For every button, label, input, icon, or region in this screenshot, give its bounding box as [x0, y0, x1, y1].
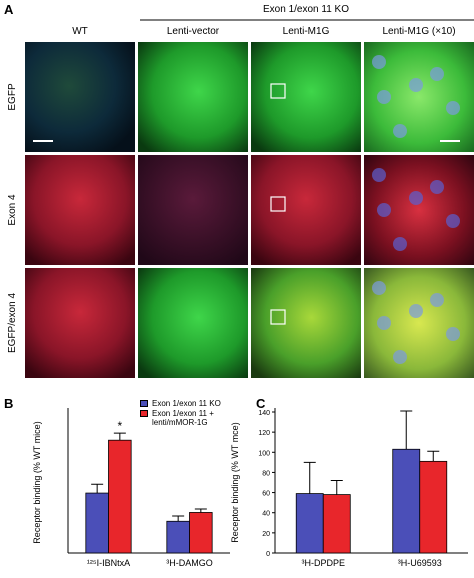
- legend-entry: Exon 1/exon 11 KO: [140, 399, 244, 408]
- annotation: *: [118, 419, 123, 433]
- x-tick-label: ³H-U69593: [398, 558, 442, 568]
- micrograph: [138, 42, 248, 152]
- legend-text: Exon 1/exon 11 KO: [152, 399, 221, 408]
- legend-swatch: [140, 400, 148, 407]
- micrograph: [138, 268, 248, 378]
- cell: [393, 237, 407, 251]
- x-tick-label: ¹²⁵I-IBNtxA: [87, 558, 130, 568]
- y-tick-label: 140: [258, 410, 270, 417]
- cell: [372, 168, 386, 182]
- zoom-box: [270, 309, 286, 325]
- cell: [372, 281, 386, 295]
- cell: [446, 101, 460, 115]
- cell: [430, 67, 444, 81]
- cell: [409, 78, 423, 92]
- column-label: WT: [72, 26, 88, 37]
- y-tick-label: 60: [262, 491, 270, 498]
- cell: [377, 203, 391, 217]
- micrograph: [25, 155, 135, 265]
- cell: [393, 124, 407, 138]
- bar: [392, 448, 421, 554]
- error-bar: [113, 432, 126, 441]
- legend: Exon 1/exon 11 KO Exon 1/exon 11 + lenti/…: [140, 399, 244, 428]
- error-bar: [400, 410, 413, 450]
- bar: [295, 493, 324, 554]
- y-tick-label: 80: [262, 470, 270, 477]
- y-axis-label: Receptor binding (% WT mice): [32, 421, 42, 543]
- panel-label: C: [256, 396, 266, 411]
- micrograph: [25, 268, 135, 378]
- group-header: Exon 1/exon 11 KO: [263, 4, 349, 15]
- y-axis-label: Receptor binding (% WT mce): [230, 422, 240, 542]
- panel-label: A: [4, 2, 14, 17]
- cell: [409, 191, 423, 205]
- cell: [377, 90, 391, 104]
- micrograph: [251, 155, 361, 265]
- bar: [108, 439, 132, 554]
- row-label: EGFP: [7, 83, 18, 111]
- column-label: Lenti-M1G (×10): [382, 26, 455, 37]
- bar: [419, 460, 448, 554]
- column-label: Lenti-M1G: [283, 26, 330, 37]
- cell: [372, 55, 386, 69]
- legend-entry: Exon 1/exon 11 + lenti/mMOR-1G: [140, 409, 244, 427]
- y-tick-label: 20: [262, 531, 270, 538]
- row-label: Exon 4: [7, 194, 18, 226]
- y-tick-label: 0: [266, 551, 270, 558]
- cell: [446, 214, 460, 228]
- error-bar: [330, 479, 343, 495]
- x-tick-label: ³H-DAMGO: [166, 558, 213, 568]
- error-bar: [91, 483, 104, 494]
- cell: [377, 316, 391, 330]
- micrograph: [251, 42, 361, 152]
- error-bar: [194, 508, 207, 513]
- panel-label: B: [4, 396, 13, 411]
- legend-text: Exon 1/exon 11 + lenti/mMOR-1G: [152, 409, 214, 427]
- x-tick-label: ³H-DPDPE: [301, 558, 345, 568]
- cell: [430, 180, 444, 194]
- y-tick-label: 120: [258, 430, 270, 437]
- cell: [446, 327, 460, 341]
- zoom-box: [270, 83, 286, 99]
- legend-swatch: [140, 410, 148, 417]
- error-bar: [172, 515, 185, 522]
- micrograph: [138, 155, 248, 265]
- y-tick-label: 40: [262, 511, 270, 518]
- y-tick-label: 100: [258, 450, 270, 457]
- column-label: Lenti-vector: [167, 26, 220, 37]
- cell: [409, 304, 423, 318]
- bar: [189, 512, 213, 554]
- zoom-box: [270, 196, 286, 212]
- bar: [166, 520, 190, 554]
- cell: [430, 293, 444, 307]
- micrograph: [251, 268, 361, 378]
- error-bar: [427, 450, 440, 462]
- cell: [393, 350, 407, 364]
- micrograph: [25, 42, 135, 152]
- row-label: EGFP/exon 4: [7, 293, 18, 353]
- bar: [85, 492, 109, 554]
- error-bar: [303, 461, 316, 494]
- bar: [322, 494, 351, 554]
